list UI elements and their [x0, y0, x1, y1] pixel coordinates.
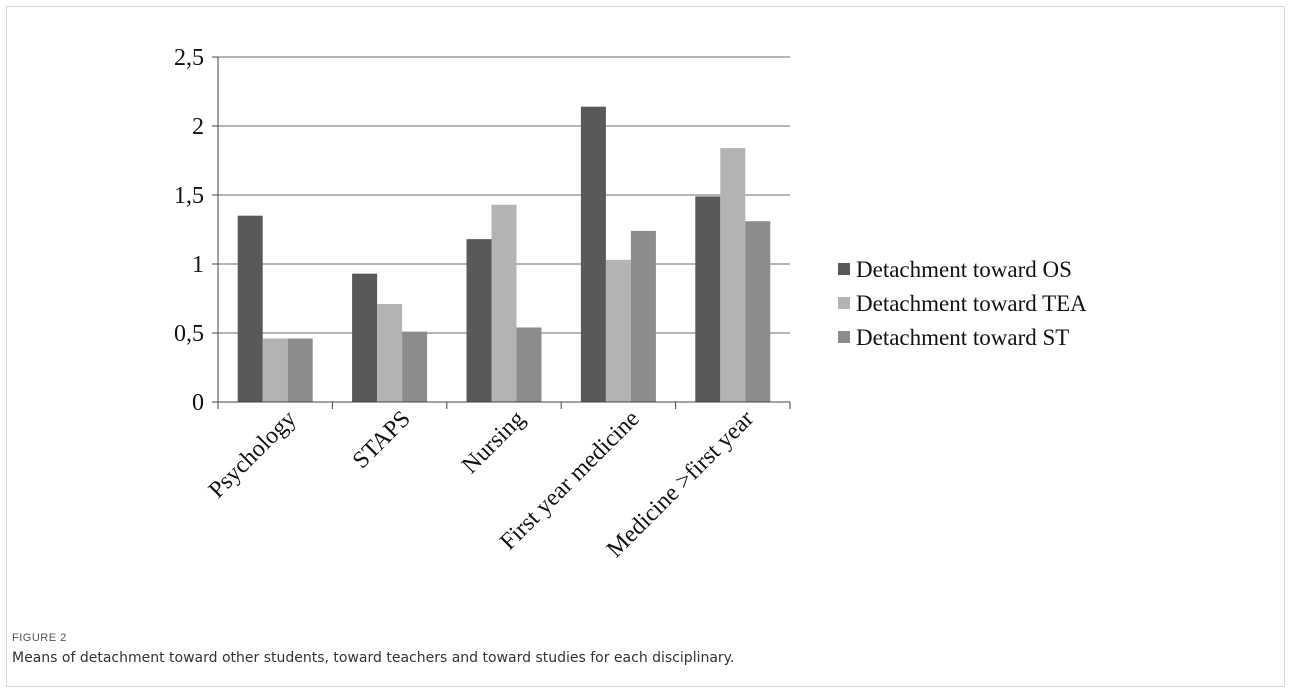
bar: [262, 338, 288, 402]
bar: [720, 148, 746, 402]
x-tick-label: STAPS: [348, 406, 416, 474]
bar: [377, 304, 403, 402]
bar: [402, 331, 428, 402]
x-tick-label: Psychology: [204, 406, 302, 504]
y-tick-label: 0: [192, 390, 204, 416]
y-tick-label: 2: [192, 114, 204, 140]
y-tick-label: 2,5: [174, 45, 204, 71]
axes: [212, 56, 791, 409]
bar: [605, 259, 631, 402]
legend-label: Detachment toward OS: [856, 257, 1072, 282]
legend-swatch: [838, 297, 850, 309]
bars: [237, 106, 771, 403]
y-tick-label: 1,5: [174, 183, 204, 209]
bar: [516, 327, 542, 402]
legend-swatch: [838, 331, 850, 343]
bar: [630, 230, 656, 402]
legend-swatch: [838, 263, 850, 275]
bar: [466, 239, 492, 402]
x-tick-label: Nursing: [457, 406, 530, 479]
bar: [745, 221, 771, 402]
figure-label: FIGURE 2: [12, 632, 67, 644]
bar: [580, 106, 606, 403]
bar: [237, 215, 263, 402]
legend: Detachment toward OS Detachment toward TE…: [838, 257, 1087, 350]
legend-label: Detachment toward TEA: [856, 291, 1087, 316]
bar: [352, 273, 378, 402]
y-tick-label: 0,5: [174, 321, 204, 347]
bar: [491, 204, 517, 402]
bar: [695, 196, 721, 402]
y-tick-label: 1: [192, 252, 204, 278]
bar: [287, 338, 313, 402]
figure-caption: Means of detachment toward other student…: [12, 650, 735, 666]
legend-label: Detachment toward ST: [856, 325, 1069, 350]
y-tick-labels: 0 0,5 1 1,5 2 2,5: [174, 45, 204, 416]
